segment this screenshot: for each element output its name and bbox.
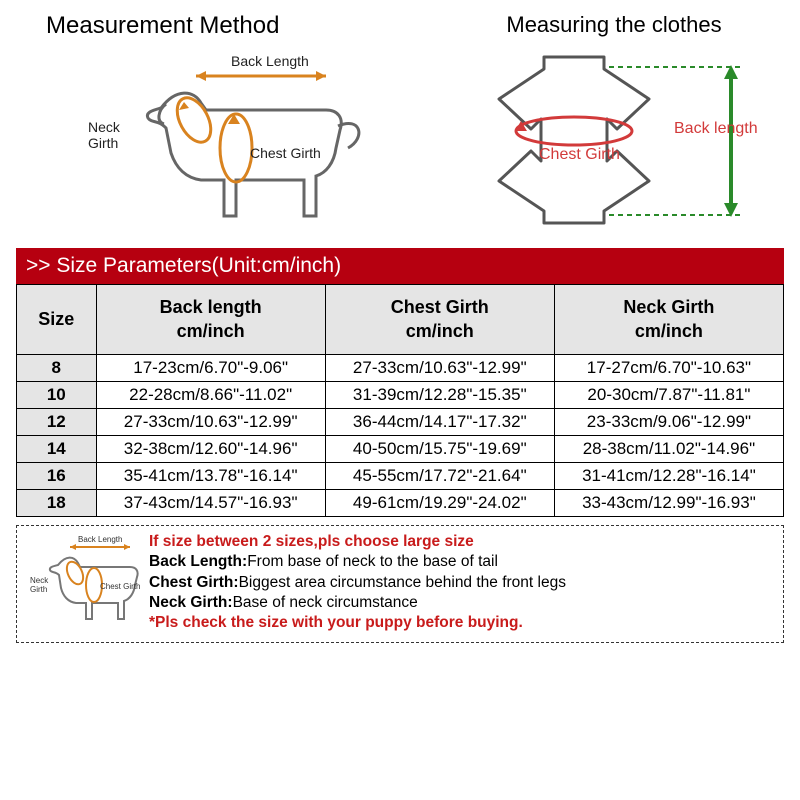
measuring-clothes-title: Measuring the clothes xyxy=(444,12,784,38)
svg-text:Back Length: Back Length xyxy=(78,535,122,544)
table-row: 1635-41cm/13.78"-16.14"45-55cm/17.72"-21… xyxy=(17,462,784,489)
size-table: Size Back lengthcm/inch Chest Girthcm/in… xyxy=(16,284,784,517)
value-cell: 33-43cm/12.99"-16.93" xyxy=(554,489,783,516)
value-cell: 22-28cm/8.66"-11.02" xyxy=(96,381,325,408)
size-cell: 10 xyxy=(17,381,97,408)
neck-girth-label-1: Neck xyxy=(88,119,121,135)
value-cell: 37-43cm/14.57"-16.93" xyxy=(96,489,325,516)
measurement-method-title: Measurement Method xyxy=(46,12,396,40)
measuring-clothes-block: Measuring the clothes Chest Girth xyxy=(444,12,784,236)
mini-dog-svg: Back Length Neck Girth Chest Girth xyxy=(26,533,144,633)
measurement-method-block: Measurement Method Back Length xyxy=(16,12,396,238)
dog-diagram: Back Length Neck Girth Chest Girth xyxy=(16,48,396,238)
chest-girth-right-label: Chest Girth xyxy=(539,146,620,163)
notes-mini-diagram: Back Length Neck Girth Chest Girth xyxy=(25,532,145,634)
table-row: 1837-43cm/14.57"-16.93"49-61cm/19.29"-24… xyxy=(17,489,784,516)
col-neck-header: Neck Girthcm/inch xyxy=(554,285,783,355)
chest-girth-label: Chest Girth xyxy=(250,145,321,161)
value-cell: 17-27cm/6.70"-10.63" xyxy=(554,354,783,381)
value-cell: 36-44cm/14.17"-17.32" xyxy=(325,408,554,435)
table-row: 1432-38cm/12.60"-14.96"40-50cm/15.75"-19… xyxy=(17,435,784,462)
table-header-row: Size Back lengthcm/inch Chest Girthcm/in… xyxy=(17,285,784,355)
note-line3-label: Chest Girth: xyxy=(149,574,239,591)
notes-box: Back Length Neck Girth Chest Girth If si… xyxy=(16,525,784,643)
size-table-body: 817-23cm/6.70"-9.06"27-33cm/10.63"-12.99… xyxy=(17,354,784,516)
size-parameters-header: >> Size Parameters(Unit:cm/inch) xyxy=(16,248,784,284)
value-cell: 32-38cm/12.60"-14.96" xyxy=(96,435,325,462)
value-cell: 35-41cm/13.78"-16.14" xyxy=(96,462,325,489)
note-line2-text: From base of neck to the base of tail xyxy=(247,553,498,570)
value-cell: 45-55cm/17.72"-21.64" xyxy=(325,462,554,489)
diagrams-row: Measurement Method Back Length xyxy=(16,12,784,238)
svg-text:Neck: Neck xyxy=(30,576,49,585)
clothes-measurement-svg: Chest Girth Back length xyxy=(449,49,779,234)
value-cell: 20-30cm/7.87"-11.81" xyxy=(554,381,783,408)
size-cell: 16 xyxy=(17,462,97,489)
value-cell: 17-23cm/6.70"-9.06" xyxy=(96,354,325,381)
value-cell: 40-50cm/15.75"-19.69" xyxy=(325,435,554,462)
svg-text:Girth: Girth xyxy=(30,585,47,594)
table-row: 1022-28cm/8.66"-11.02"31-39cm/12.28"-15.… xyxy=(17,381,784,408)
col-back-header: Back lengthcm/inch xyxy=(96,285,325,355)
neck-girth-label-2: Girth xyxy=(88,135,118,151)
table-row: 1227-33cm/10.63"-12.99"36-44cm/14.17"-17… xyxy=(17,408,784,435)
back-length-label: Back Length xyxy=(231,53,309,69)
value-cell: 31-39cm/12.28"-15.35" xyxy=(325,381,554,408)
page-container: Measurement Method Back Length xyxy=(0,0,800,655)
size-cell: 18 xyxy=(17,489,97,516)
value-cell: 27-33cm/10.63"-12.99" xyxy=(325,354,554,381)
note-line4-label: Neck Girth: xyxy=(149,594,233,611)
note-line5: *Pls check the size with your puppy befo… xyxy=(149,614,523,631)
note-line2-label: Back Length: xyxy=(149,553,247,570)
value-cell: 23-33cm/9.06"-12.99" xyxy=(554,408,783,435)
value-cell: 31-41cm/12.28"-16.14" xyxy=(554,462,783,489)
svg-text:Chest Girth: Chest Girth xyxy=(100,582,140,591)
col-chest-header: Chest Girthcm/inch xyxy=(325,285,554,355)
value-cell: 27-33cm/10.63"-12.99" xyxy=(96,408,325,435)
value-cell: 49-61cm/19.29"-24.02" xyxy=(325,489,554,516)
back-length-right-label: Back length xyxy=(674,120,758,137)
size-cell: 12 xyxy=(17,408,97,435)
note-line3-text: Biggest area circumstance behind the fro… xyxy=(239,574,566,591)
col-size-header: Size xyxy=(17,285,97,355)
value-cell: 28-38cm/11.02"-14.96" xyxy=(554,435,783,462)
clothes-diagram: Chest Girth Back length xyxy=(444,46,784,236)
dog-measurement-svg: Back Length Neck Girth Chest Girth xyxy=(26,48,386,238)
note-line4-text: Base of neck circumstance xyxy=(233,594,418,611)
notes-text: If size between 2 sizes,pls choose large… xyxy=(149,532,566,634)
table-row: 817-23cm/6.70"-9.06"27-33cm/10.63"-12.99… xyxy=(17,354,784,381)
size-cell: 14 xyxy=(17,435,97,462)
note-line1: If size between 2 sizes,pls choose large… xyxy=(149,533,474,550)
size-cell: 8 xyxy=(17,354,97,381)
